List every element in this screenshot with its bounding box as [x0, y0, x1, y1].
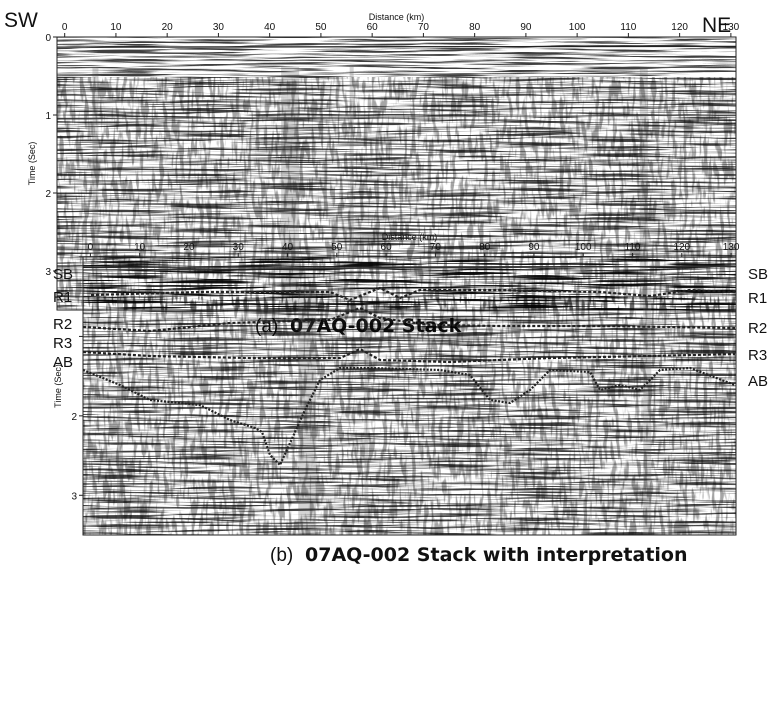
x-tick-label: 10	[134, 242, 146, 253]
y-axis-label: Time (Sec)	[53, 364, 63, 408]
corner-label-ne: NE	[702, 14, 731, 37]
x-tick-label: 120	[671, 22, 688, 33]
noise-band	[639, 67, 648, 310]
noise-band	[349, 67, 354, 310]
horizon-label: AB	[53, 354, 73, 371]
x-tick-label: 100	[569, 22, 586, 33]
y-axis-label: Time (Sec)	[27, 142, 37, 186]
x-tick-label: 60	[367, 22, 379, 33]
x-tick-label: 0	[62, 22, 68, 33]
caption-prefix: (b)	[270, 545, 293, 566]
x-tick-label: 120	[673, 242, 690, 253]
x-tick-label: 0	[88, 242, 94, 253]
x-tick-label: 110	[620, 22, 636, 33]
x-tick-label: 110	[625, 242, 641, 253]
y-tick-label: 0	[45, 33, 51, 44]
x-tick-label: 80	[469, 22, 481, 33]
horizon-label: SB	[748, 266, 768, 283]
horizon-r3	[82, 347, 736, 364]
noise-band	[643, 287, 652, 535]
horizon-r2	[82, 306, 736, 333]
horizon-label: R3	[748, 347, 767, 364]
y-tick-label: 2	[71, 412, 77, 423]
y-tick-label: 1	[45, 111, 51, 122]
x-tick-label: 50	[315, 22, 327, 33]
seafloor	[56, 45, 737, 48]
noise-band	[116, 287, 123, 535]
x-tick-label: 20	[162, 22, 174, 33]
x-tick-label: 70	[430, 242, 442, 253]
horizon-sb	[82, 265, 736, 271]
x-tick-label: 40	[282, 242, 294, 253]
reflector	[82, 335, 737, 341]
caption: 07AQ-002 Stack with interpretation	[305, 544, 688, 566]
plot-frame	[82, 256, 737, 536]
horizon-label: R1	[53, 289, 72, 306]
horizon-label: R2	[748, 320, 767, 337]
interpretation	[82, 265, 736, 467]
corner-label-sw: SW	[4, 9, 38, 32]
x-tick-label: 30	[213, 22, 225, 33]
x-tick-label: 20	[183, 242, 195, 253]
x-tick-label: 90	[528, 242, 540, 253]
x-tick-label: 60	[381, 242, 393, 253]
horizon-label: SB	[53, 266, 73, 283]
x-axis-label: Distance (km)	[382, 232, 438, 242]
x-tick-label: 10	[110, 22, 122, 33]
horizon-label: R3	[53, 335, 72, 352]
noise-band	[92, 67, 99, 310]
seismic-panel	[82, 256, 737, 536]
x-tick-label: 130	[723, 22, 740, 33]
horizon-label: AB	[748, 373, 768, 390]
noise-band	[281, 67, 300, 310]
x-tick-label: 80	[479, 242, 491, 253]
horizon-ab	[82, 366, 736, 467]
y-tick-label: 3	[45, 267, 51, 278]
noise-band	[298, 287, 317, 535]
x-tick-label: 100	[575, 242, 592, 253]
x-axis-label: Distance (km)	[369, 12, 425, 22]
horizon-label: R1	[748, 290, 767, 307]
x-tick-label: 70	[418, 22, 430, 33]
x-tick-label: 50	[331, 242, 343, 253]
horizon-label: R2	[53, 316, 72, 333]
x-tick-label: 40	[264, 22, 276, 33]
reflector	[56, 114, 737, 120]
horizon-r1	[90, 286, 736, 302]
seismic-texture	[83, 297, 736, 535]
y-tick-label: 3	[71, 491, 77, 502]
y-tick-label: 2	[45, 189, 51, 200]
x-tick-label: 130	[723, 242, 740, 253]
x-tick-label: 30	[233, 242, 245, 253]
x-tick-label: 90	[520, 22, 532, 33]
noise-band	[364, 287, 369, 535]
